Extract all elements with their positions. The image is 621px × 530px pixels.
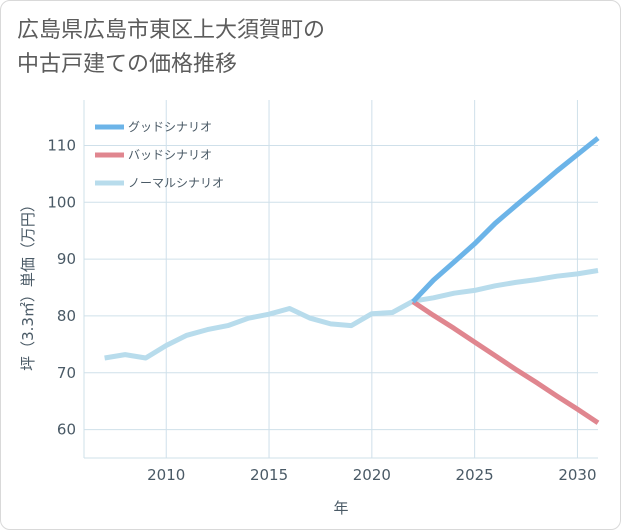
chart-title-line2: 中古戸建ての価格推移	[17, 52, 238, 77]
x-tick-label-2010: 2010	[147, 466, 185, 484]
y-axis-label: 坪（3.3㎡）単価（万円）	[19, 197, 37, 371]
chart-title-line1: 広島県広島市東区上大須賀町の	[17, 18, 326, 43]
y-tick-label-80: 80	[57, 307, 76, 325]
axis-ticks: 2010 2015 2020 2025 2030 60 70 80 90 100 110	[47, 136, 596, 484]
x-tick-label-2020: 2020	[353, 466, 391, 484]
chart-title: 広島県広島市東区上大須賀町の 中古戸建ての価格推移	[17, 14, 325, 82]
y-tick-label-70: 70	[57, 364, 76, 382]
series-line-1	[411, 299, 600, 425]
series-line-2	[104, 268, 599, 361]
y-tick-label-60: 60	[57, 421, 76, 439]
series-line-0	[411, 136, 600, 304]
x-tick-label-2025: 2025	[456, 466, 494, 484]
x-tick-label-2015: 2015	[250, 466, 288, 484]
x-tick-label-2030: 2030	[558, 466, 596, 484]
y-tick-label-90: 90	[57, 250, 76, 268]
legend-label-2: ノーマルシナリオ	[128, 176, 224, 190]
x-axis-label: 年	[333, 499, 348, 517]
y-tick-label-100: 100	[47, 193, 76, 211]
legend-label-1: バッドシナリオ	[128, 148, 212, 162]
legend-label-0: グッドシナリオ	[128, 120, 212, 134]
series-lines	[104, 136, 600, 425]
grid-lines	[83, 100, 598, 459]
y-tick-label-110: 110	[47, 136, 76, 154]
